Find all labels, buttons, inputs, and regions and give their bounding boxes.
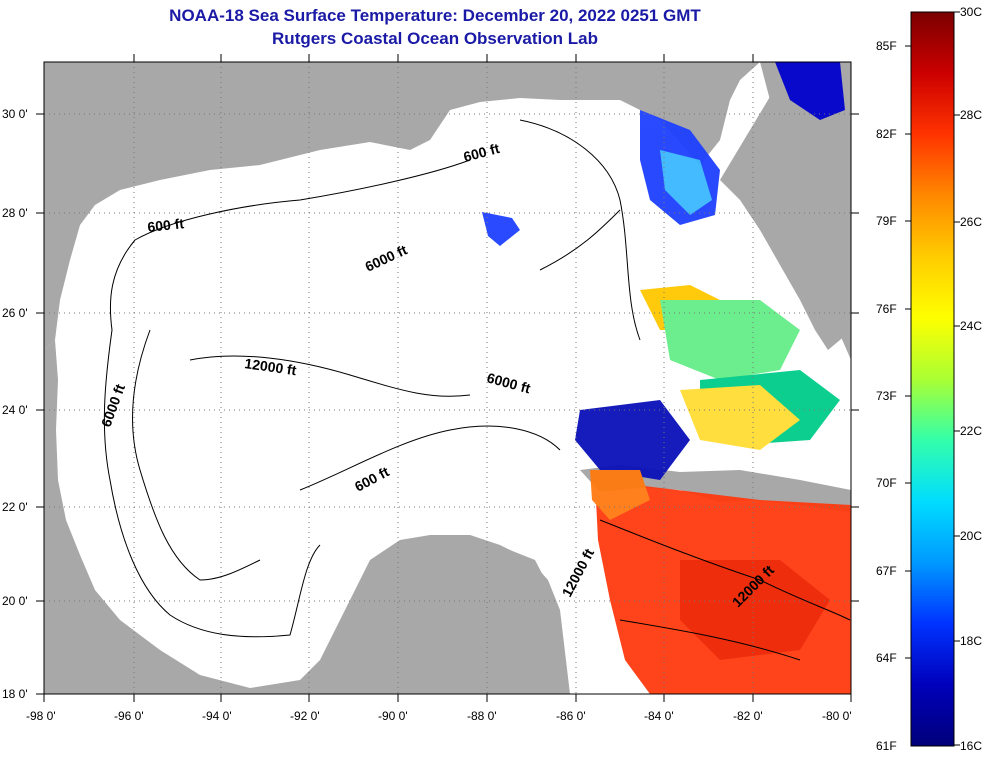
colorbar-c-label: 26C <box>960 215 982 229</box>
colorbar-c-label: 28C <box>960 108 982 122</box>
colorbar-gradient <box>910 11 955 747</box>
lat-tick-label: 26 0' <box>2 306 28 320</box>
map-subtitle: Rutgers Coastal Ocean Observation Lab <box>272 29 598 48</box>
lat-tick-label: 24 0' <box>2 403 28 417</box>
colorbar-f-label: 61F <box>876 739 897 753</box>
bathymetry-contours <box>103 119 851 661</box>
colorbar-f-label: 85F <box>876 39 897 53</box>
colorbar-f-label: 82F <box>876 127 897 141</box>
land-yucatan <box>360 535 560 694</box>
map-title: NOAA-18 Sea Surface Temperature: Decembe… <box>169 6 701 25</box>
colorbar-c-label: 16C <box>960 739 982 753</box>
lat-tick-label: 22 0' <box>2 500 28 514</box>
grid-lines <box>44 62 851 694</box>
lon-tick-label: -96 0' <box>114 709 144 723</box>
lon-tick-label: -84 0' <box>644 709 674 723</box>
lon-tick-label: -86 0' <box>556 709 586 723</box>
colorbar-c-label: 18C <box>960 634 982 648</box>
lat-tick-label: 28 0' <box>2 206 28 220</box>
lat-tick-label: 30 0' <box>2 107 28 121</box>
colorbar-f-label: 79F <box>876 214 897 228</box>
lon-tick-label: -90 0' <box>378 709 408 723</box>
land-usa <box>44 62 851 360</box>
lon-axis: -98 0' -96 0' -94 0' -92 0' -90 0' -88 0… <box>26 54 852 723</box>
lon-tick-label: -94 0' <box>202 709 232 723</box>
lon-tick-label: -88 0' <box>467 709 497 723</box>
colorbar-c-label: 20C <box>960 529 982 543</box>
contour-label: 600 ft <box>147 215 185 235</box>
colorbar-f-label: 67F <box>876 564 897 578</box>
colorbar-c-label: 24C <box>960 319 982 333</box>
lat-tick-label: 20 0' <box>2 594 28 608</box>
colorbar-f-label: 76F <box>876 302 897 316</box>
lon-tick-label: -80 0' <box>822 709 852 723</box>
contour-label: 12000 ft <box>244 355 298 378</box>
colorbar-f-label: 64F <box>876 651 897 665</box>
colorbar-c-label: 30C <box>960 5 982 19</box>
lon-tick-label: -82 0' <box>733 709 763 723</box>
colorbar-f-label: 73F <box>876 389 897 403</box>
lon-tick-label: -92 0' <box>290 709 320 723</box>
sst-overlay <box>482 62 851 694</box>
color-scale: 85F 82F 79F 76F 73F 70F 67F 64F 61F 30C … <box>876 5 982 753</box>
lat-tick-label: 18 0' <box>2 687 28 701</box>
lat-axis: 30 0' 28 0' 26 0' 24 0' 22 0' 20 0' 18 0… <box>2 107 859 701</box>
lon-tick-label: -98 0' <box>26 709 56 723</box>
colorbar-f-label: 70F <box>876 476 897 490</box>
colorbar-c-label: 22C <box>960 424 982 438</box>
